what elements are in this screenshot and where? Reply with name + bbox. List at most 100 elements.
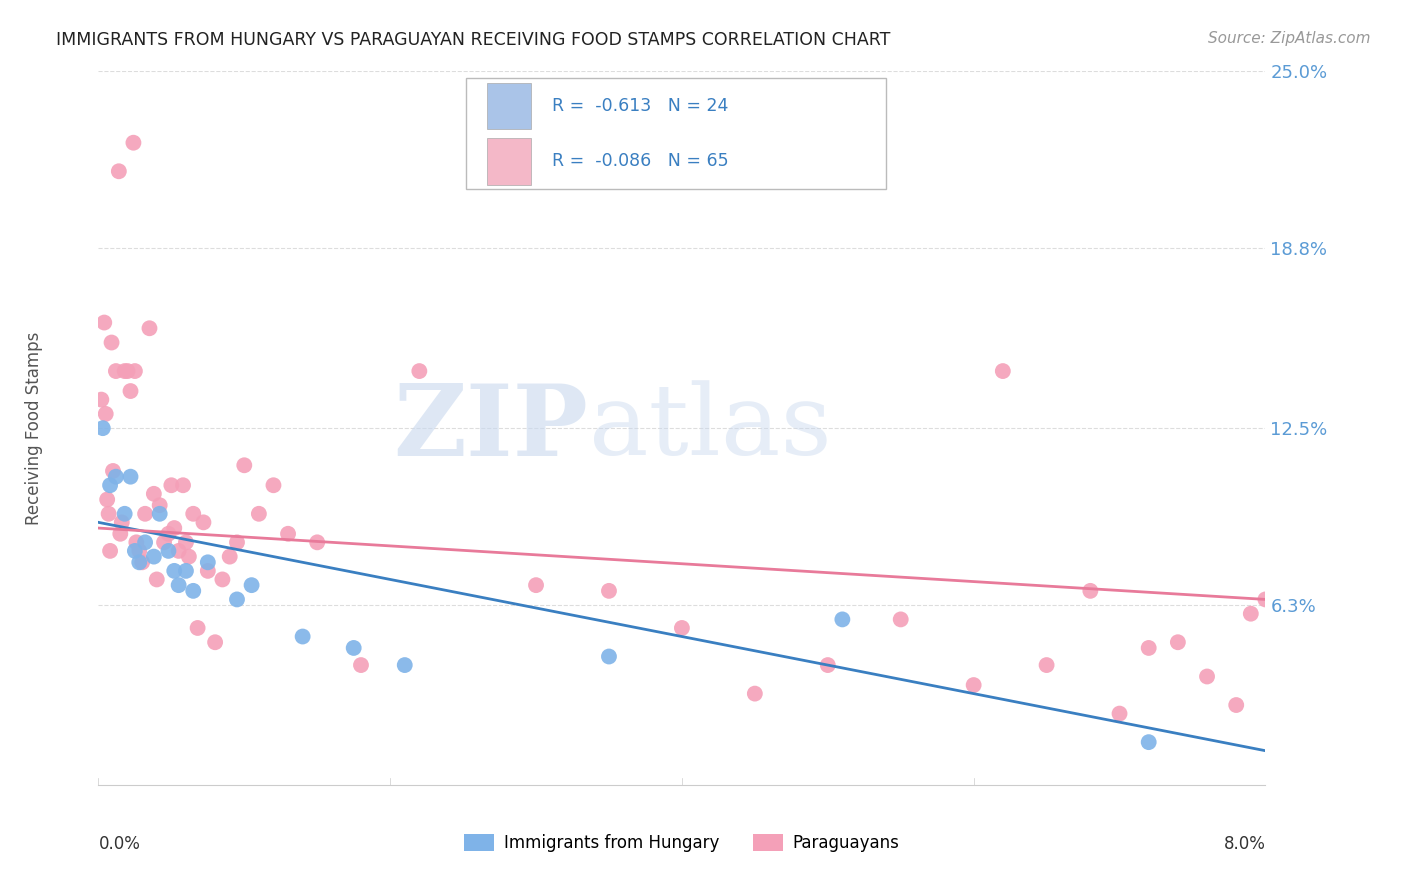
Point — [408, 364, 430, 378]
Point — [96, 492, 118, 507]
Text: 8.0%: 8.0% — [1223, 835, 1265, 853]
Point — [197, 555, 219, 569]
Point — [831, 612, 853, 626]
Text: R =  -0.086   N = 65: R = -0.086 N = 65 — [553, 153, 728, 170]
Text: ZIP: ZIP — [394, 380, 589, 476]
Point — [149, 498, 172, 512]
Point — [142, 487, 165, 501]
Point — [1254, 592, 1277, 607]
Point — [142, 549, 165, 564]
Point — [1240, 607, 1263, 621]
Point — [291, 630, 314, 644]
Point — [226, 535, 249, 549]
Point — [598, 649, 620, 664]
Text: atlas: atlas — [589, 380, 831, 476]
Point — [1035, 658, 1057, 673]
Point — [98, 478, 121, 492]
Point — [524, 578, 547, 592]
Point — [817, 658, 839, 673]
Point — [153, 535, 176, 549]
Point — [744, 687, 766, 701]
Point — [962, 678, 984, 692]
Point — [149, 507, 172, 521]
Point — [197, 564, 219, 578]
Point — [181, 583, 204, 598]
Point — [90, 392, 112, 407]
Point — [134, 507, 156, 521]
Point — [138, 321, 160, 335]
FancyBboxPatch shape — [486, 83, 531, 129]
Point — [277, 526, 299, 541]
Point — [93, 316, 115, 330]
Text: R =  -0.613   N = 24: R = -0.613 N = 24 — [553, 97, 728, 115]
Text: 0.0%: 0.0% — [98, 835, 141, 853]
Point — [350, 658, 373, 673]
Text: Source: ZipAtlas.com: Source: ZipAtlas.com — [1208, 31, 1371, 46]
Point — [598, 583, 620, 598]
Point — [108, 164, 131, 178]
Point — [181, 507, 204, 521]
Point — [163, 521, 186, 535]
Point — [394, 658, 416, 673]
Point — [114, 507, 136, 521]
Point — [1108, 706, 1130, 721]
Point — [172, 478, 194, 492]
Text: IMMIGRANTS FROM HUNGARY VS PARAGUAYAN RECEIVING FOOD STAMPS CORRELATION CHART: IMMIGRANTS FROM HUNGARY VS PARAGUAYAN RE… — [56, 31, 890, 49]
Point — [1195, 669, 1218, 683]
Point — [218, 549, 240, 564]
Point — [211, 573, 233, 587]
Point — [1137, 640, 1160, 655]
Point — [104, 364, 127, 378]
Point — [104, 469, 127, 483]
Point — [117, 364, 139, 378]
Legend: Immigrants from Hungary, Paraguayans: Immigrants from Hungary, Paraguayans — [457, 827, 907, 859]
Point — [124, 364, 146, 378]
Point — [157, 526, 180, 541]
Point — [991, 364, 1014, 378]
Point — [204, 635, 226, 649]
Point — [262, 478, 284, 492]
Point — [131, 555, 153, 569]
Point — [226, 592, 249, 607]
Point — [94, 407, 117, 421]
Point — [1167, 635, 1189, 649]
Point — [134, 535, 156, 549]
Point — [120, 384, 142, 398]
Point — [101, 464, 124, 478]
Point — [110, 526, 132, 541]
Point — [128, 555, 150, 569]
Point — [187, 621, 209, 635]
Point — [128, 544, 150, 558]
Point — [146, 573, 169, 587]
Point — [890, 612, 912, 626]
Point — [125, 535, 148, 549]
Point — [91, 421, 114, 435]
Point — [100, 335, 122, 350]
Point — [343, 640, 366, 655]
Point — [174, 564, 197, 578]
Point — [174, 535, 197, 549]
Point — [98, 544, 121, 558]
Point — [122, 136, 145, 150]
Point — [671, 621, 693, 635]
Point — [1080, 583, 1102, 598]
Point — [1225, 698, 1247, 712]
Point — [163, 564, 186, 578]
Point — [114, 364, 136, 378]
Point — [1137, 735, 1160, 749]
Point — [233, 458, 256, 473]
Point — [193, 516, 215, 530]
Point — [124, 544, 146, 558]
FancyBboxPatch shape — [465, 78, 886, 189]
Point — [240, 578, 263, 592]
Point — [307, 535, 329, 549]
Point — [167, 578, 190, 592]
Point — [111, 516, 134, 530]
Text: Receiving Food Stamps: Receiving Food Stamps — [25, 332, 44, 524]
Point — [97, 507, 120, 521]
Point — [120, 469, 142, 483]
Point — [167, 544, 190, 558]
Point — [177, 549, 200, 564]
FancyBboxPatch shape — [486, 138, 531, 185]
Point — [157, 544, 180, 558]
